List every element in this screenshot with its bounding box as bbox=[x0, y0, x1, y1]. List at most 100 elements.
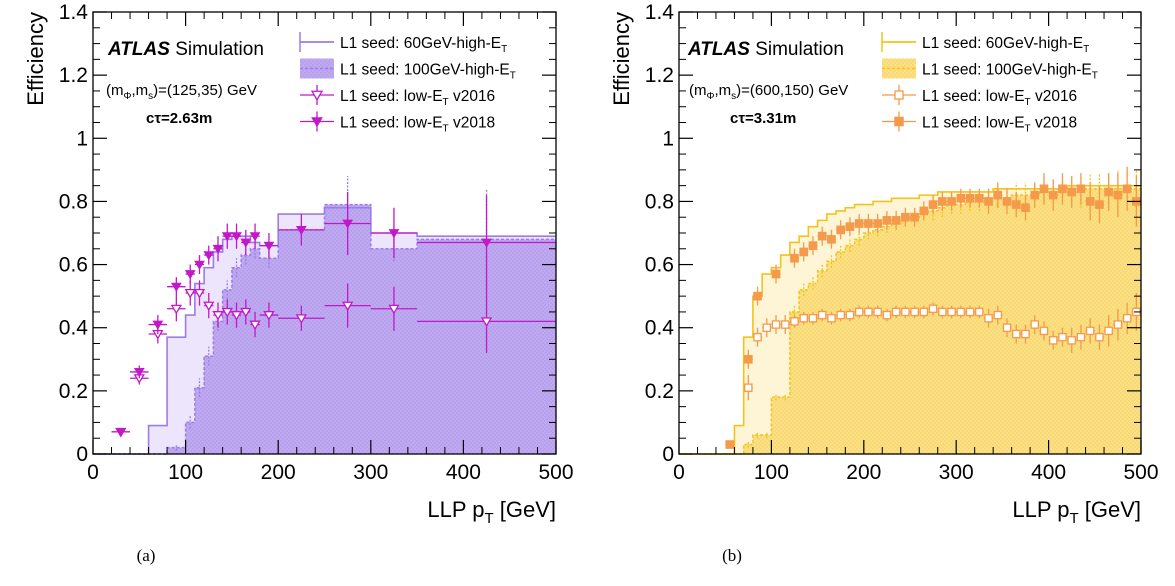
marker-point bbox=[910, 307, 919, 317]
y-tick-label: 0.8 bbox=[59, 190, 88, 213]
marker-point bbox=[115, 428, 127, 438]
y-tick-label: 1.4 bbox=[645, 1, 675, 24]
marker-v2016 bbox=[983, 308, 994, 328]
marker-v2018 bbox=[993, 182, 1003, 208]
marker-point bbox=[212, 244, 224, 255]
marker-v2018 bbox=[965, 188, 975, 208]
marker-point bbox=[342, 219, 354, 229]
marker-point bbox=[827, 313, 836, 323]
marker-v2016 bbox=[965, 305, 975, 319]
marker-point bbox=[342, 301, 354, 312]
marker-point bbox=[1122, 313, 1132, 323]
marker-v2016 bbox=[1030, 315, 1040, 335]
marker-v2016 bbox=[278, 305, 325, 331]
x-tick-label: 500 bbox=[538, 461, 573, 484]
marker-v2018 bbox=[1113, 173, 1123, 218]
marker-v2016 bbox=[956, 305, 966, 319]
marker-point bbox=[790, 317, 799, 326]
marker-point bbox=[480, 317, 493, 327]
marker-v2016 bbox=[817, 308, 827, 322]
marker-v2018 bbox=[1076, 173, 1086, 205]
marker-v2018 bbox=[946, 191, 957, 211]
marker-v2018 bbox=[1122, 166, 1132, 211]
marker-v2016 bbox=[808, 311, 818, 325]
marker-point bbox=[388, 304, 400, 315]
marker-v2016 bbox=[1002, 318, 1012, 338]
y-tick-label: 0.8 bbox=[645, 190, 674, 213]
marker-point bbox=[808, 313, 818, 323]
marker-point bbox=[771, 269, 781, 279]
marker-v2018 bbox=[771, 264, 781, 284]
marker-point bbox=[249, 320, 261, 331]
marker-v2018 bbox=[1039, 173, 1049, 205]
marker-point bbox=[910, 212, 919, 222]
panel-b: 0 0.2 0.4 0.6 0.8 1 1.2 1.4 0 100 200 300 400 500 Effi… bbox=[609, 1, 1159, 527]
marker-point bbox=[1030, 320, 1039, 329]
marker-v2018 bbox=[919, 201, 929, 221]
marker-point bbox=[744, 383, 753, 392]
y-tick-label: 1.2 bbox=[59, 64, 88, 87]
ctau-annotation: cτ=2.63m bbox=[146, 110, 212, 127]
x-tick-label: 200 bbox=[261, 461, 296, 484]
y-tick-label: 0.4 bbox=[645, 317, 675, 340]
marker-point bbox=[771, 320, 781, 329]
marker-v2018 bbox=[863, 214, 874, 233]
marker-v2016 bbox=[1020, 324, 1031, 344]
marker-v2018 bbox=[937, 191, 947, 211]
marker-point bbox=[1104, 326, 1113, 336]
marker-v2016 bbox=[212, 302, 224, 328]
marker-v2016 bbox=[1076, 324, 1086, 350]
marker-v2018 bbox=[956, 188, 966, 208]
marker-point bbox=[836, 310, 845, 320]
marker-v2018 bbox=[900, 207, 910, 227]
marker-point bbox=[1011, 200, 1021, 209]
marker-v2016 bbox=[799, 311, 809, 325]
marker-v2016 bbox=[826, 311, 837, 325]
legend-entry: L1 seed: 100GeV-high-ET bbox=[882, 58, 1098, 82]
marker-v2018 bbox=[974, 188, 984, 208]
marker-v2018 bbox=[725, 440, 735, 449]
legend-label: L1 seed: low-ET v2016 bbox=[340, 88, 495, 108]
marker-point bbox=[845, 310, 855, 320]
legend-swatch-marker bbox=[894, 90, 904, 100]
marker-v2016 bbox=[910, 305, 920, 319]
marker-point bbox=[781, 320, 790, 329]
marker-point bbox=[919, 307, 929, 317]
ctau-annotation: cτ=3.31m bbox=[730, 110, 796, 127]
marker-point bbox=[928, 200, 938, 209]
marker-v2018 bbox=[148, 315, 168, 335]
y-tick-label: 1 bbox=[76, 127, 88, 150]
marker-point bbox=[184, 288, 196, 299]
marker-point bbox=[221, 232, 233, 242]
marker-v2016 bbox=[1048, 330, 1058, 350]
y-tick-label: 1.4 bbox=[59, 1, 89, 24]
marker-point bbox=[249, 232, 261, 242]
marker-point bbox=[864, 307, 873, 317]
marker-v2016 bbox=[1085, 318, 1095, 344]
legend-entry: L1 seed: 60GeV-high-ET bbox=[299, 32, 507, 55]
marker-point bbox=[965, 193, 975, 203]
marker-point bbox=[170, 282, 182, 292]
hist-100gev-band bbox=[93, 204, 556, 454]
hist-60gev-line bbox=[93, 206, 556, 455]
x-tick-label: 300 bbox=[939, 461, 974, 484]
marker-v2018 bbox=[826, 229, 837, 249]
marker-v2016 bbox=[771, 315, 781, 335]
marker-v2018 bbox=[249, 223, 261, 249]
marker-v2016 bbox=[1039, 321, 1049, 341]
marker-point bbox=[845, 222, 855, 232]
marker-v2018 bbox=[167, 277, 186, 297]
marker-v2018 bbox=[743, 349, 753, 369]
marker-v2016 bbox=[240, 299, 252, 325]
marker-v2016 bbox=[845, 308, 855, 322]
marker-point bbox=[808, 241, 818, 250]
legend-swatch-marker bbox=[311, 117, 323, 128]
legend-entry: L1 seed: 60GeV-high-ET bbox=[881, 32, 1089, 55]
x-tick-label: 500 bbox=[1123, 461, 1158, 484]
marker-v2018 bbox=[1020, 195, 1031, 221]
marker-point bbox=[295, 314, 307, 324]
marker-point bbox=[947, 307, 956, 317]
marker-point bbox=[1085, 326, 1095, 336]
